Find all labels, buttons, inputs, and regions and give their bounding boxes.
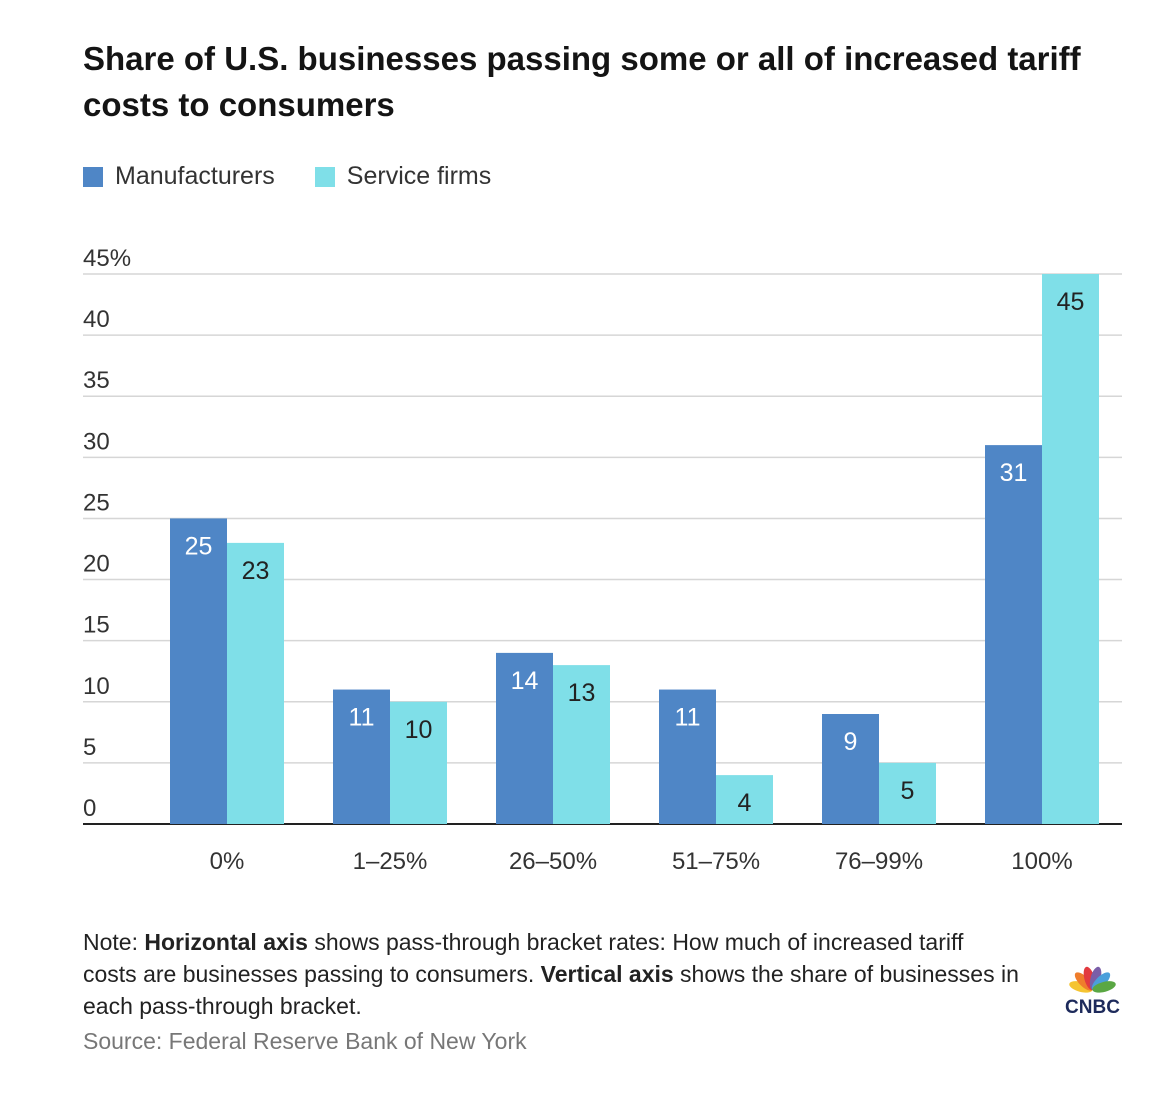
legend: Manufacturers Service firms [83, 162, 491, 191]
bar-service-firms [390, 701, 447, 824]
data-label: 23 [242, 557, 270, 585]
x-tick-label: 51–75% [672, 848, 760, 875]
y-tick-label: 30 [83, 428, 110, 455]
note-bold-horizontal: Horizontal axis [144, 929, 308, 955]
y-tick-label: 35 [83, 367, 110, 394]
x-tick-label: 0% [210, 848, 245, 875]
data-label: 4 [738, 789, 752, 817]
x-tick-label: 1–25% [353, 848, 428, 875]
cnbc-logo: CNBC [1065, 966, 1120, 1018]
data-label: 14 [511, 667, 539, 695]
chart-note: Note: Horizontal axis shows pass-through… [83, 926, 1023, 1022]
x-tick-label: 76–99% [835, 848, 923, 875]
note-text: shows pass-through bracket rates: How mu… [83, 929, 964, 987]
data-label: 11 [349, 704, 375, 732]
data-label: 25 [185, 532, 213, 560]
bar-manufacturers [496, 652, 553, 824]
data-label: 10 [405, 716, 433, 744]
x-tick-label: 100% [1011, 848, 1072, 875]
bar-manufacturers [170, 518, 227, 824]
legend-label: Manufacturers [115, 162, 275, 190]
data-label: 9 [844, 728, 858, 756]
bar-manufacturers [333, 689, 390, 824]
bar-service-firms [1042, 274, 1099, 824]
x-tick-label: 26–50% [509, 848, 597, 875]
legend-item-service-firms: Service firms [314, 162, 492, 191]
bar-manufacturers [822, 714, 879, 824]
bar-manufacturers [659, 689, 716, 824]
y-tick-label: 40 [83, 306, 110, 333]
y-tick-label: 25 [83, 489, 110, 516]
note-bold-vertical: Vertical axis [540, 961, 674, 987]
source-text: Source: Federal Reserve Bank of New York [83, 1028, 527, 1054]
data-label: 5 [901, 777, 915, 805]
data-label: 31 [1000, 459, 1028, 487]
bar-service-firms [553, 665, 610, 824]
y-tick-label: 20 [83, 551, 110, 578]
y-tick-label: 10 [83, 673, 110, 700]
y-tick-label: 5 [83, 734, 96, 761]
bar-manufacturers [985, 445, 1042, 824]
legend-swatch-service-firms [314, 166, 335, 187]
note-text: shows the share of businesses in each pa… [83, 961, 1019, 1019]
note-prefix: Note: [83, 929, 145, 955]
legend-swatch-manufacturers [83, 166, 103, 187]
data-label: 11 [675, 704, 701, 732]
bar-service-firms [716, 775, 773, 824]
y-tick-label: 45% [83, 245, 131, 272]
data-label: 45 [1057, 288, 1085, 316]
svg-text:CNBC: CNBC [1065, 997, 1120, 1018]
data-label: 13 [568, 679, 596, 707]
legend-label: Service firms [346, 162, 492, 190]
bar-service-firms [879, 762, 936, 824]
y-tick-label: 15 [83, 612, 110, 639]
bar-service-firms [227, 542, 284, 824]
y-tick-label: 0 [83, 795, 96, 822]
legend-item-manufacturers: Manufacturers [83, 162, 275, 191]
chart-title: Share of U.S. businesses passing some or… [83, 40, 1081, 123]
